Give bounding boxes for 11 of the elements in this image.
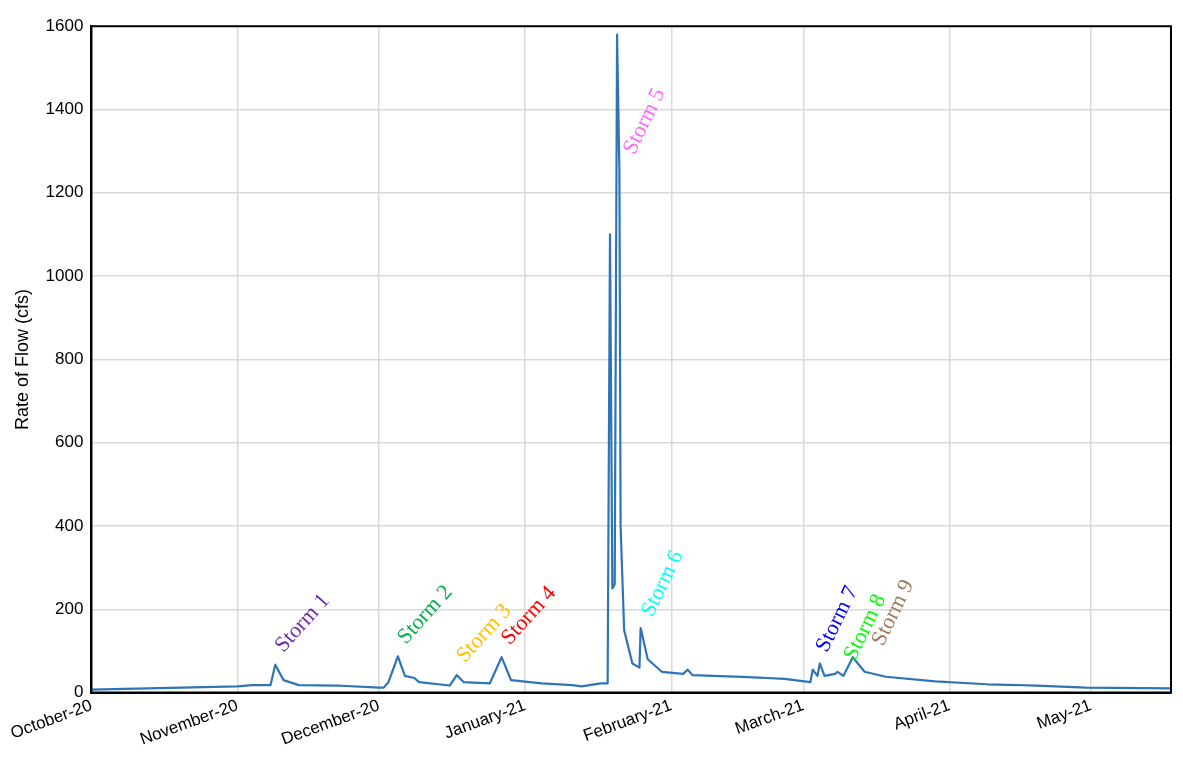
annotation: Storm 6 [634,545,688,620]
y-tick-label: 1600 [45,15,84,35]
annotation: Storm 5 [616,83,670,158]
y-tick-label: 1000 [45,265,84,285]
y-tick-label: 400 [55,515,84,535]
y-tick-label: 1200 [45,182,84,202]
y-axis-title: Rate of Flow (cfs) [11,288,32,430]
y-tick-label: 600 [55,432,84,452]
y-tick-label: 800 [55,349,84,369]
y-tick-label: 1400 [45,99,84,119]
y-tick-label: 200 [55,598,84,618]
